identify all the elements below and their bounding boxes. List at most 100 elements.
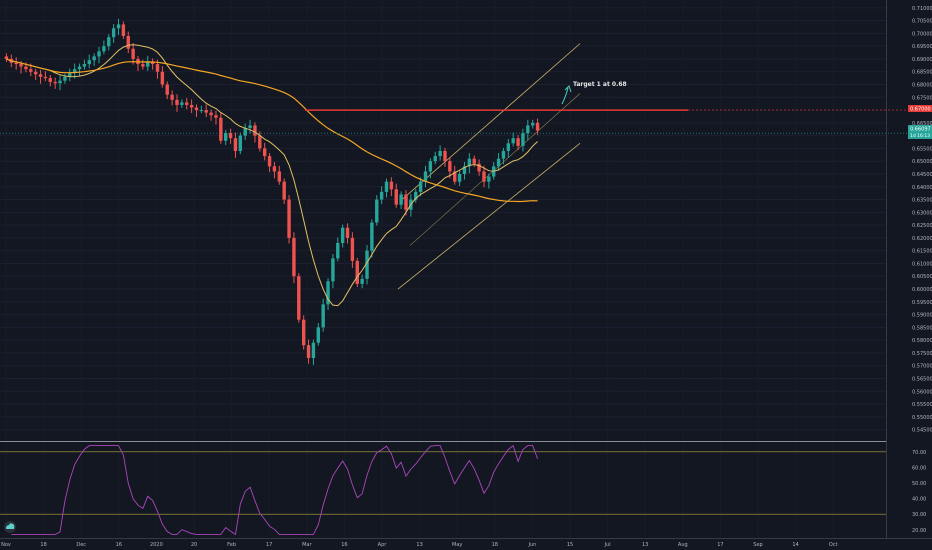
time-tick-label: 18 (492, 542, 498, 548)
candle-body (399, 194, 403, 205)
candle-body (194, 107, 199, 111)
logo-cloud-icon (6, 523, 15, 529)
price-tick-label: 0.67500 (912, 95, 932, 101)
candle-body (92, 56, 96, 61)
candle-body (33, 71, 38, 75)
candle-body (199, 110, 204, 112)
candle-body (365, 250, 369, 279)
time-tick-label: 20 (191, 542, 197, 548)
candle-body (282, 181, 286, 200)
rsi-tick-label: 70.00 (912, 450, 926, 456)
channel-upper-line (401, 43, 581, 200)
candle-body (448, 161, 452, 172)
price-tick-label: 0.69000 (912, 57, 932, 63)
candle-body (321, 304, 325, 328)
candle-body (29, 69, 33, 72)
price-tick-label: 0.54500 (912, 428, 932, 434)
candle-body (214, 115, 218, 118)
time-tick-label: 17 (717, 542, 723, 548)
resistance-price-badge: 0.67000 (908, 105, 932, 113)
candle-body (150, 61, 155, 65)
price-tick-label: 0.58500 (912, 325, 932, 331)
time-axis[interactable]: Nov 18 Dec 16 2020 20 Feb 17 Mar 16 Apr 13 May 18 Jun 1… (1, 542, 837, 548)
candle-body (292, 237, 296, 277)
candle-body (438, 150, 442, 157)
candle-body (331, 258, 335, 282)
target-label: Target 1 at 0.68 (573, 81, 627, 88)
candle-body (14, 62, 18, 65)
candle-body (111, 28, 116, 38)
candle-body (126, 35, 130, 49)
tradingview-logo[interactable] (4, 521, 16, 533)
time-tick-label: 18 (40, 542, 46, 548)
candle-body (433, 156, 437, 162)
candle-body (482, 171, 486, 182)
candle-body (428, 161, 433, 172)
candle-body (53, 81, 57, 84)
price-tick-label: 0.55500 (912, 402, 932, 408)
candle-body (472, 158, 476, 164)
candle-body (24, 66, 28, 70)
candlestick-series (4, 18, 540, 365)
time-tick-label: 14 (792, 542, 798, 548)
candle-body (233, 138, 238, 151)
candle-body (350, 237, 355, 261)
time-tick-label: 16 (341, 542, 347, 548)
time-tick-label: Mar (302, 542, 312, 548)
candle-body (253, 125, 257, 136)
candle-body (326, 281, 330, 305)
candle-body (219, 117, 223, 141)
candle-body (224, 133, 228, 141)
price-tick-label: 0.69500 (912, 44, 932, 50)
price-tick-label: 0.60500 (912, 274, 932, 280)
price-levels (0, 109, 908, 134)
candle-body (38, 74, 43, 77)
candle-body (209, 112, 213, 116)
price-tick-label: 0.70000 (912, 31, 932, 37)
candle-body (262, 148, 267, 157)
candle-body (496, 158, 501, 167)
channel-lower-line (397, 143, 581, 290)
candle-body (180, 102, 184, 105)
price-tick-label: 0.63000 (912, 210, 932, 216)
candle-body (535, 122, 540, 131)
candle-body (306, 345, 311, 359)
last-price-text: 0.66097 (910, 127, 931, 133)
price-tick-label: 0.62500 (912, 223, 932, 229)
candle-body (272, 166, 277, 172)
rsi-tick-label: 60.00 (912, 465, 926, 471)
candle-body (4, 56, 9, 59)
price-tick-label: 0.59000 (912, 313, 932, 319)
candle-body (82, 64, 87, 67)
time-tick-label: Nov (1, 542, 11, 548)
candle-body (501, 150, 506, 159)
candle-body (228, 133, 233, 139)
candle-body (360, 278, 364, 284)
time-tick-label: Dec (76, 542, 86, 548)
target-arrow-icon (561, 87, 569, 105)
candle-body (189, 104, 194, 108)
price-tick-label: 0.57500 (912, 351, 932, 357)
rsi-pane (0, 444, 886, 536)
target-annotation[interactable]: Target 1 at 0.68 (561, 81, 627, 105)
candle-body (467, 158, 472, 167)
last-price-badge: 0.66097 1d 16:13 (908, 125, 932, 139)
candle-body (107, 37, 111, 47)
resistance-price-text: 0.67000 (910, 107, 931, 113)
candle-body (243, 127, 247, 136)
price-tick-label: 0.68500 (912, 70, 932, 76)
candle-body (516, 138, 520, 146)
time-tick-label: 16 (116, 542, 122, 548)
price-tick-label: 0.64000 (912, 185, 932, 191)
price-tick-label: 0.66500 (912, 121, 932, 127)
price-tick-label: 0.65500 (912, 146, 932, 152)
candle-body (316, 327, 320, 343)
candle-body (526, 125, 530, 134)
time-tick-label: 13 (642, 542, 648, 548)
candle-body (248, 125, 252, 128)
candle-body (457, 173, 462, 182)
rsi-axis[interactable]: 70.00 60.00 50.00 40.00 30.00 20.00 (912, 450, 926, 534)
price-tick-label: 0.65000 (912, 159, 932, 165)
